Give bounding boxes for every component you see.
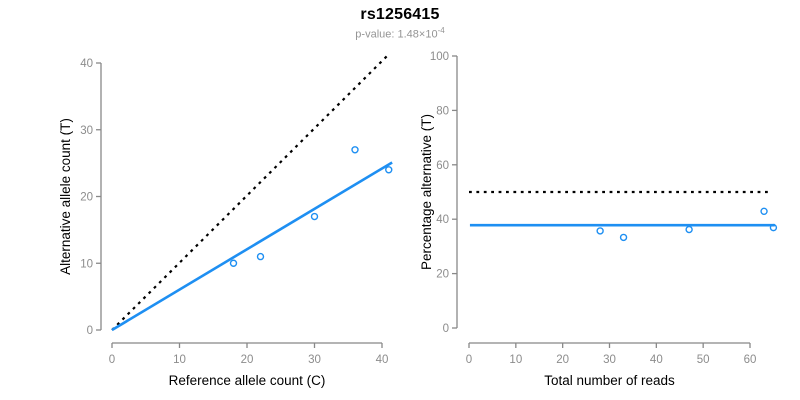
data-point — [685, 225, 693, 234]
data-point — [229, 259, 238, 267]
plot-percentage-scatter: 0 10 20 30 40 50 60 0 20 40 60 80 100 Total number of… — [419, 51, 778, 388]
y-tick-label: 40 — [436, 214, 449, 226]
p-value-text: p-value: 1.48×10 — [355, 28, 438, 41]
x-tick-label: 50 — [697, 354, 710, 366]
y-tick-label: 20 — [80, 192, 93, 204]
y-tick-label: 20 — [436, 269, 449, 281]
data-point — [256, 252, 265, 261]
plot-allele-count-scatter: 0 10 20 30 40 0 10 20 30 40 Reference allele count… — [58, 53, 393, 388]
x-tick-label: 40 — [650, 354, 663, 366]
x-tick-label: 20 — [241, 354, 254, 366]
figure-header: rs1256415 p-value: 1.48×10-4 — [0, 0, 800, 41]
x-tick-label: 30 — [308, 354, 321, 366]
x-tick-label: 20 — [556, 354, 569, 366]
p-value-exponent: -4 — [437, 26, 445, 35]
identity-line — [111, 53, 390, 331]
data-point — [769, 223, 778, 232]
data-point — [310, 212, 319, 221]
x-axis-title: Total number of reads — [544, 373, 675, 388]
plot-subtitle: p-value: 1.48×10-4 — [0, 26, 800, 41]
data-point — [760, 207, 768, 216]
y-tick-label: 80 — [436, 105, 449, 117]
plot-title: rs1256415 — [360, 6, 440, 23]
data-point — [385, 166, 393, 174]
data-point — [619, 233, 628, 242]
x-tick-label: 10 — [173, 354, 186, 366]
x-tick-label: 0 — [109, 354, 115, 366]
x-tick-label: 10 — [509, 354, 522, 366]
y-tick-label: 0 — [87, 325, 93, 337]
y-tick-label: 0 — [443, 323, 449, 335]
x-axis-title: Reference allele count (C) — [169, 373, 326, 388]
y-axis-title: Alternative allele count (T) — [58, 118, 73, 275]
data-point — [596, 227, 604, 235]
y-tick-label: 40 — [80, 58, 93, 70]
y-tick-label: 60 — [436, 160, 449, 172]
x-tick-label: 60 — [744, 354, 757, 366]
y-tick-label: 10 — [80, 258, 93, 270]
x-tick-label: 30 — [603, 354, 616, 366]
y-tick-label: 100 — [430, 51, 449, 63]
x-tick-label: 0 — [466, 354, 472, 366]
x-tick-label: 40 — [376, 354, 389, 366]
y-axis-title: Percentage alternative (T) — [419, 114, 434, 270]
data-point — [351, 146, 359, 154]
fit-line — [111, 161, 393, 332]
y-tick-label: 30 — [80, 125, 93, 137]
